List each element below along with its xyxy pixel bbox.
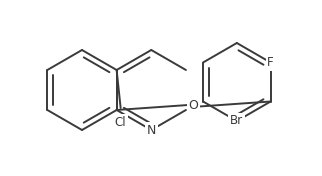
Text: F: F <box>267 56 274 69</box>
Text: Br: Br <box>230 115 243 127</box>
Text: N: N <box>147 124 156 137</box>
Text: O: O <box>189 99 199 112</box>
Text: Cl: Cl <box>115 115 127 128</box>
